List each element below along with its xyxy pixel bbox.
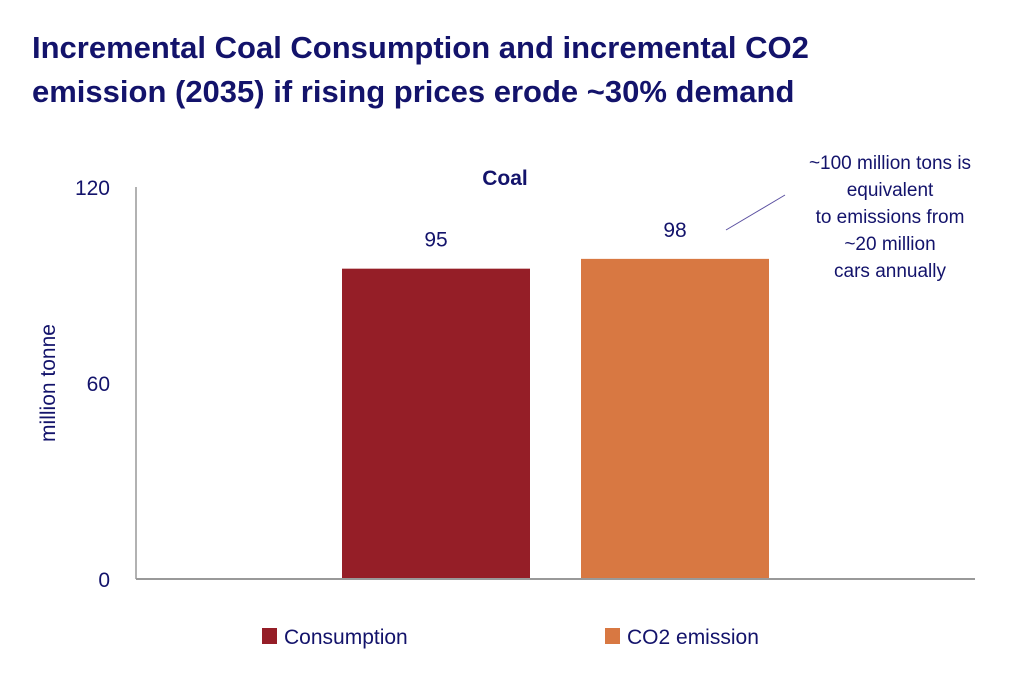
y-tick-label: 120 xyxy=(75,177,110,200)
annotation-line: equivalent xyxy=(846,180,934,201)
legend-label: CO2 emission xyxy=(627,626,759,649)
legend-label: Consumption xyxy=(284,626,408,649)
chart-title: Coal xyxy=(482,167,528,190)
annotation-line: ~20 million xyxy=(844,234,936,255)
title-line-2: emission (2035) if rising prices erode ~… xyxy=(32,74,795,109)
data-label: 98 xyxy=(663,219,686,242)
title-line-1: Incremental Coal Consumption and increme… xyxy=(32,30,809,65)
annotation-line: ~100 million tons is xyxy=(808,153,972,174)
y-axis-label: million tonne xyxy=(37,324,60,442)
data-label: 95 xyxy=(424,229,447,252)
annotation-line: cars annually xyxy=(834,261,946,282)
legend-swatch xyxy=(262,628,277,644)
annotation-note: ~100 million tons is equivalent to emiss… xyxy=(770,150,1010,285)
annotation-line: to emissions from xyxy=(815,207,965,228)
annotation-leader-line xyxy=(725,194,786,231)
y-tick-label: 60 xyxy=(87,373,110,396)
y-tick-label: 0 xyxy=(98,569,110,592)
bar-co2-emission xyxy=(581,258,769,579)
legend-swatch xyxy=(605,628,620,644)
page-title: Incremental Coal Consumption and increme… xyxy=(32,26,1012,114)
bar-consumption xyxy=(342,268,530,579)
